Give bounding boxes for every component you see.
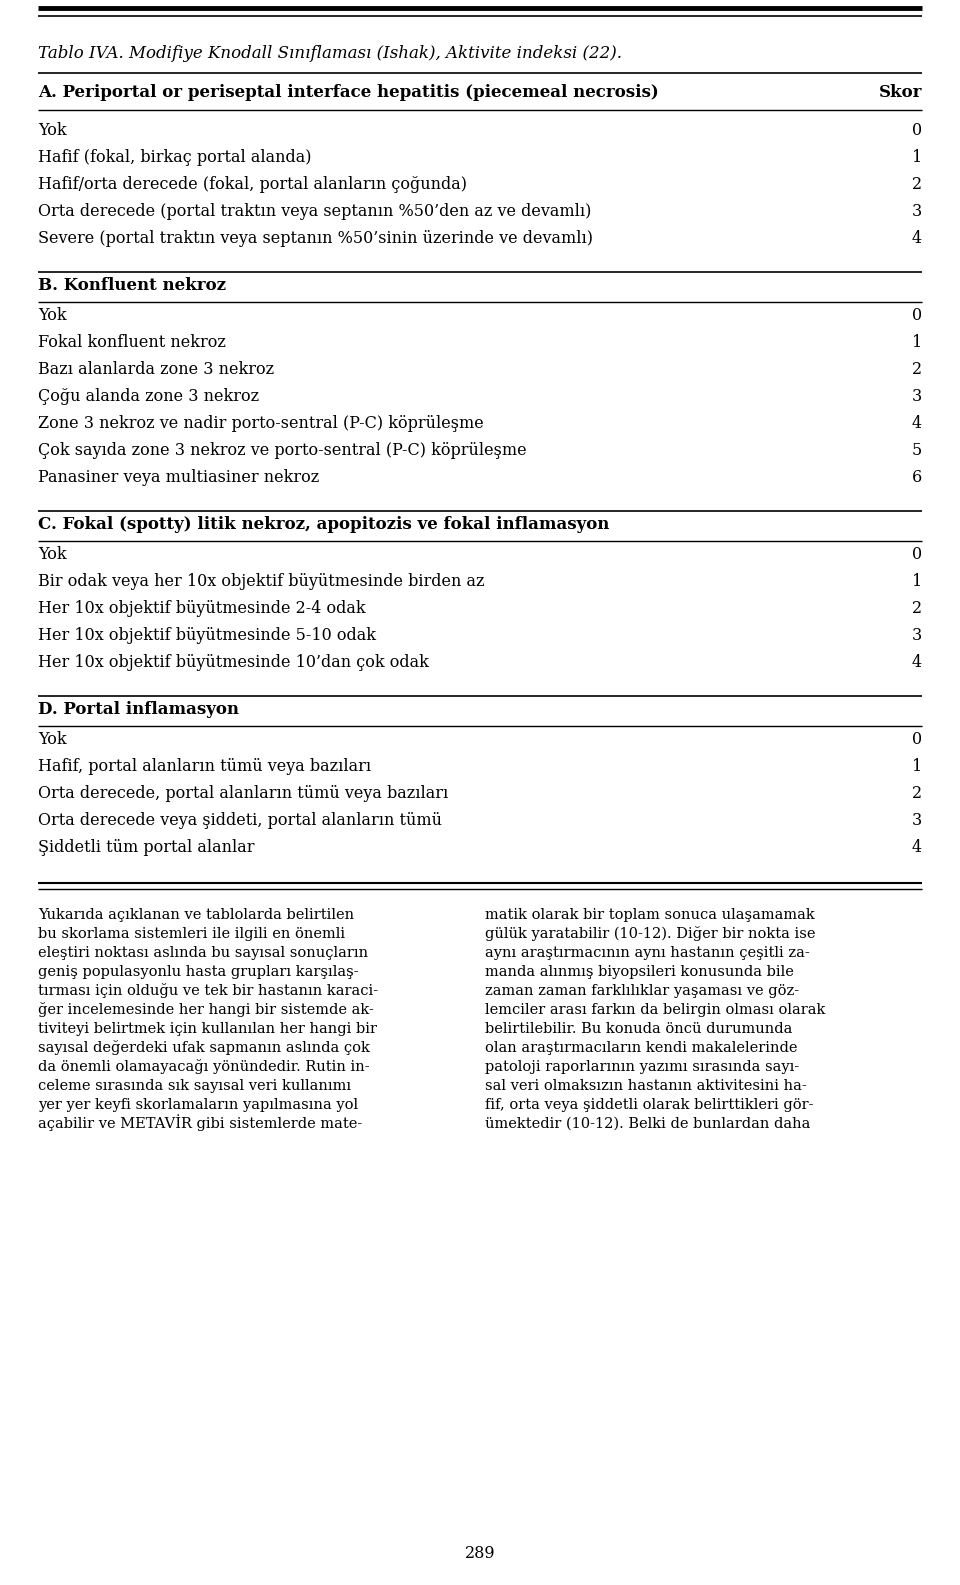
Text: Hafif (fokal, birkaç portal alanda): Hafif (fokal, birkaç portal alanda) [38, 149, 311, 166]
Text: 2: 2 [912, 601, 922, 617]
Text: 3: 3 [912, 388, 922, 406]
Text: Skor: Skor [878, 84, 922, 101]
Text: 6: 6 [912, 469, 922, 487]
Text: Orta derecede, portal alanların tümü veya bazıları: Orta derecede, portal alanların tümü vey… [38, 785, 448, 802]
Text: geniş populasyonlu hasta grupları karşılaş-: geniş populasyonlu hasta grupları karşıl… [38, 965, 359, 980]
Text: 289: 289 [465, 1545, 495, 1561]
Text: 3: 3 [912, 812, 922, 829]
Text: Şiddetli tüm portal alanlar: Şiddetli tüm portal alanlar [38, 838, 254, 856]
Text: da önemli olamayacağı yönündedir. Rutin in-: da önemli olamayacağı yönündedir. Rutin … [38, 1059, 370, 1075]
Text: 4: 4 [912, 838, 922, 856]
Text: Yok: Yok [38, 545, 66, 563]
Text: C. Fokal (spotty) litik nekroz, apopitozis ve fokal inflamasyon: C. Fokal (spotty) litik nekroz, apopitoz… [38, 517, 610, 533]
Text: Yok: Yok [38, 307, 66, 323]
Text: 4: 4 [912, 415, 922, 433]
Text: 1: 1 [912, 758, 922, 775]
Text: sayısal değerdeki ufak sapmanın aslında çok: sayısal değerdeki ufak sapmanın aslında … [38, 1040, 370, 1056]
Text: 0: 0 [912, 545, 922, 563]
Text: Yok: Yok [38, 731, 66, 748]
Text: Her 10x objektif büyütmesinde 10’dan çok odak: Her 10x objektif büyütmesinde 10’dan çok… [38, 655, 429, 670]
Text: 5: 5 [912, 442, 922, 460]
Text: ümektedir (10-12). Belki de bunlardan daha: ümektedir (10-12). Belki de bunlardan da… [485, 1117, 810, 1132]
Text: Hafif, portal alanların tümü veya bazıları: Hafif, portal alanların tümü veya bazıla… [38, 758, 372, 775]
Text: Tablo IVA. Modifiye Knodall Sınıflaması (Ishak), Aktivite indeksi (22).: Tablo IVA. Modifiye Knodall Sınıflaması … [38, 44, 622, 62]
Text: A. Periportal or periseptal interface hepatitis (piecemeal necrosis): A. Periportal or periseptal interface he… [38, 84, 659, 101]
Text: tiviteyi belirtmek için kullanılan her hangi bir: tiviteyi belirtmek için kullanılan her h… [38, 1022, 377, 1037]
Text: gülük yaratabilir (10-12). Diğer bir nokta ise: gülük yaratabilir (10-12). Diğer bir nok… [485, 926, 815, 941]
Text: Orta derecede veya şiddeti, portal alanların tümü: Orta derecede veya şiddeti, portal alanl… [38, 812, 442, 829]
Text: 4: 4 [912, 655, 922, 670]
Text: Çok sayıda zone 3 nekroz ve porto-sentral (P-C) köprüleşme: Çok sayıda zone 3 nekroz ve porto-sentra… [38, 442, 527, 460]
Text: 2: 2 [912, 361, 922, 377]
Text: D. Portal inflamasyon: D. Portal inflamasyon [38, 701, 239, 718]
Text: Çoğu alanda zone 3 nekroz: Çoğu alanda zone 3 nekroz [38, 388, 259, 406]
Text: aynı araştırmacının aynı hastanın çeşitli za-: aynı araştırmacının aynı hastanın çeşitl… [485, 946, 809, 961]
Text: açabilir ve METAVİR gibi sistemlerde mate-: açabilir ve METAVİR gibi sistemlerde mat… [38, 1114, 362, 1132]
Text: belirtilebilir. Bu konuda öncü durumunda: belirtilebilir. Bu konuda öncü durumunda [485, 1022, 792, 1037]
Text: Orta derecede (portal traktın veya septanın %50’den az ve devamlı): Orta derecede (portal traktın veya septa… [38, 203, 591, 220]
Text: matik olarak bir toplam sonuca ulaşamamak: matik olarak bir toplam sonuca ulaşamama… [485, 908, 815, 922]
Text: Her 10x objektif büyütmesinde 5-10 odak: Her 10x objektif büyütmesinde 5-10 odak [38, 628, 376, 644]
Text: ğer incelemesinde her hangi bir sistemde ak-: ğer incelemesinde her hangi bir sistemde… [38, 1002, 373, 1018]
Text: Her 10x objektif büyütmesinde 2-4 odak: Her 10x objektif büyütmesinde 2-4 odak [38, 601, 366, 617]
Text: patoloji raporlarının yazımı sırasında sayı-: patoloji raporlarının yazımı sırasında s… [485, 1060, 800, 1075]
Text: Bazı alanlarda zone 3 nekroz: Bazı alanlarda zone 3 nekroz [38, 361, 275, 377]
Text: celeme sırasında sık sayısal veri kullanımı: celeme sırasında sık sayısal veri kullan… [38, 1079, 351, 1094]
Text: sal veri olmaksızın hastanın aktivitesini ha-: sal veri olmaksızın hastanın aktivitesin… [485, 1079, 806, 1094]
Text: B. Konfluent nekroz: B. Konfluent nekroz [38, 277, 226, 293]
Text: eleştiri noktası aslında bu sayısal sonuçların: eleştiri noktası aslında bu sayısal sonu… [38, 946, 368, 961]
Text: 2: 2 [912, 176, 922, 193]
Text: 0: 0 [912, 731, 922, 748]
Text: Yok: Yok [38, 122, 66, 139]
Text: Zone 3 nekroz ve nadir porto-sentral (P-C) köprüleşme: Zone 3 nekroz ve nadir porto-sentral (P-… [38, 415, 484, 433]
Text: Panasiner veya multiasiner nekroz: Panasiner veya multiasiner nekroz [38, 469, 320, 487]
Text: bu skorlama sistemleri ile ilgili en önemli: bu skorlama sistemleri ile ilgili en öne… [38, 927, 346, 941]
Text: Yukarıda açıklanan ve tablolarda belirtilen: Yukarıda açıklanan ve tablolarda belirti… [38, 908, 354, 922]
Text: tırması için olduğu ve tek bir hastanın karaci-: tırması için olduğu ve tek bir hastanın … [38, 983, 378, 999]
Text: 1: 1 [912, 149, 922, 166]
Text: 3: 3 [912, 628, 922, 644]
Text: Fokal konfluent nekroz: Fokal konfluent nekroz [38, 334, 226, 350]
Text: 1: 1 [912, 334, 922, 350]
Text: Bir odak veya her 10x objektif büyütmesinde birden az: Bir odak veya her 10x objektif büyütmesi… [38, 574, 485, 590]
Text: yer yer keyfi skorlamaların yapılmasına yol: yer yer keyfi skorlamaların yapılmasına … [38, 1098, 358, 1113]
Text: 2: 2 [912, 785, 922, 802]
Text: 1: 1 [912, 574, 922, 590]
Text: Severe (portal traktın veya septanın %50’sinin üzerinde ve devamlı): Severe (portal traktın veya septanın %50… [38, 230, 593, 247]
Text: zaman zaman farklılıklar yaşaması ve göz-: zaman zaman farklılıklar yaşaması ve göz… [485, 984, 799, 999]
Text: Hafif/orta derecede (fokal, portal alanların çoğunda): Hafif/orta derecede (fokal, portal alanl… [38, 176, 467, 193]
Text: 0: 0 [912, 307, 922, 323]
Text: manda alınmış biyopsileri konusunda bile: manda alınmış biyopsileri konusunda bile [485, 965, 794, 980]
Text: olan araştırmacıların kendi makalelerinde: olan araştırmacıların kendi makalelerind… [485, 1041, 798, 1056]
Text: fif, orta veya şiddetli olarak belirttikleri gör-: fif, orta veya şiddetli olarak belirttik… [485, 1098, 813, 1113]
Text: 0: 0 [912, 122, 922, 139]
Text: lemciler arası farkın da belirgin olması olarak: lemciler arası farkın da belirgin olması… [485, 1003, 826, 1018]
Text: 3: 3 [912, 203, 922, 220]
Text: 4: 4 [912, 230, 922, 247]
